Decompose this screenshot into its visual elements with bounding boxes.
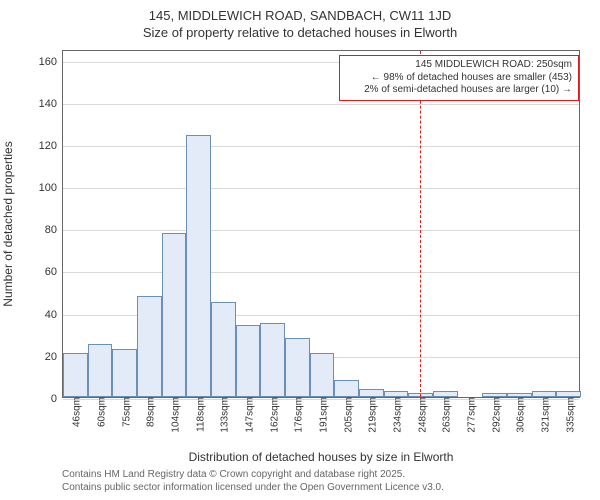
x-axis-label: Distribution of detached houses by size … xyxy=(62,450,580,464)
chart-titles: 145, MIDDLEWICH ROAD, SANDBACH, CW11 1JD… xyxy=(0,0,600,42)
histogram-bar xyxy=(211,302,236,397)
reference-marker-line xyxy=(420,51,421,397)
histogram-bar xyxy=(236,325,261,397)
gridline xyxy=(63,272,579,273)
x-tick-label: 321sqm xyxy=(537,397,552,433)
y-tick-label: 0 xyxy=(51,393,63,405)
y-tick-label: 140 xyxy=(39,98,63,110)
annotation-line: ← 98% of detached houses are smaller (45… xyxy=(346,72,572,85)
y-tick-label: 40 xyxy=(45,309,63,321)
gridline xyxy=(63,188,579,189)
x-tick-label: 335sqm xyxy=(561,397,576,433)
x-tick-label: 306sqm xyxy=(512,397,527,433)
x-tick-label: 60sqm xyxy=(93,397,108,427)
x-tick-label: 176sqm xyxy=(290,397,305,433)
x-tick-label: 89sqm xyxy=(142,397,157,427)
x-tick-label: 263sqm xyxy=(438,397,453,433)
y-tick-label: 20 xyxy=(45,351,63,363)
x-tick-label: 205sqm xyxy=(339,397,354,433)
x-tick-label: 162sqm xyxy=(265,397,280,433)
y-tick-label: 80 xyxy=(45,224,63,236)
footer-attribution: Contains HM Land Registry data © Crown c… xyxy=(62,469,444,494)
annotation-box: 145 MIDDLEWICH ROAD: 250sqm← 98% of deta… xyxy=(339,55,579,101)
title-line-2: Size of property relative to detached ho… xyxy=(0,25,600,42)
chart-container: 145, MIDDLEWICH ROAD, SANDBACH, CW11 1JD… xyxy=(0,0,600,500)
histogram-bar xyxy=(334,380,359,397)
title-line-1: 145, MIDDLEWICH ROAD, SANDBACH, CW11 1JD xyxy=(0,8,600,25)
histogram-bar xyxy=(112,349,137,398)
x-tick-label: 191sqm xyxy=(315,397,330,433)
x-tick-label: 133sqm xyxy=(216,397,231,433)
x-tick-label: 292sqm xyxy=(487,397,502,433)
histogram-bar xyxy=(63,353,88,397)
x-tick-label: 147sqm xyxy=(241,397,256,433)
histogram-bar xyxy=(310,353,335,397)
y-tick-label: 120 xyxy=(39,140,63,152)
y-tick-label: 60 xyxy=(45,266,63,278)
x-tick-label: 219sqm xyxy=(364,397,379,433)
x-tick-label: 277sqm xyxy=(463,397,478,433)
histogram-bar xyxy=(162,233,187,398)
y-tick-label: 100 xyxy=(39,182,63,194)
x-tick-label: 234sqm xyxy=(389,397,404,433)
x-tick-label: 118sqm xyxy=(191,397,206,432)
x-tick-label: 104sqm xyxy=(167,397,182,433)
y-axis-label: Number of detached properties xyxy=(1,141,15,306)
x-tick-label: 75sqm xyxy=(117,397,132,427)
annotation-line: 2% of semi-detached houses are larger (1… xyxy=(346,84,572,97)
histogram-bar xyxy=(88,344,113,397)
annotation-line: 145 MIDDLEWICH ROAD: 250sqm xyxy=(346,59,572,72)
footer-line-2: Contains public sector information licen… xyxy=(62,482,444,495)
histogram-bar xyxy=(186,135,211,397)
x-tick-label: 46sqm xyxy=(68,397,83,427)
histogram-bar xyxy=(285,338,310,397)
histogram-bar xyxy=(359,389,384,397)
gridline xyxy=(63,104,579,105)
footer-line-1: Contains HM Land Registry data © Crown c… xyxy=(62,469,444,482)
plot-area: 02040608010012014016046sqm60sqm75sqm89sq… xyxy=(62,50,580,398)
histogram-bar xyxy=(137,296,162,397)
gridline xyxy=(63,146,579,147)
gridline xyxy=(63,230,579,231)
histogram-bar xyxy=(260,323,285,397)
x-tick-label: 248sqm xyxy=(413,397,428,433)
y-tick-label: 160 xyxy=(39,56,63,68)
